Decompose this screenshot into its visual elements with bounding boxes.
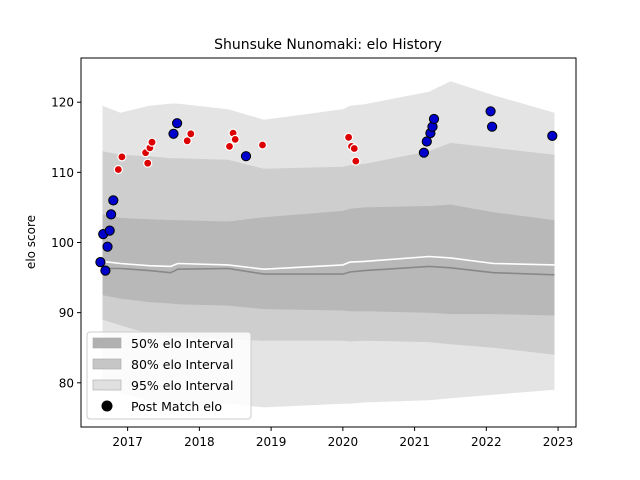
post-match-point-13 [168, 128, 179, 139]
post-match-point-3 [102, 241, 113, 252]
post-match-point-22 [344, 132, 354, 142]
legend-box [86, 331, 252, 420]
legend-label-95: 95% elo Interval [131, 378, 233, 393]
x-tick-label-3: 2020 [328, 435, 359, 449]
y-axis-label: elo score [24, 215, 38, 269]
legend-label-post-match: Post Match elo [131, 399, 222, 414]
x-tick-label-1: 2018 [184, 435, 215, 449]
post-match-point-8 [117, 152, 127, 162]
x-axis: 2017 2018 2019 2020 2021 2022 2023 [112, 427, 573, 449]
legend-swatch-50 [92, 337, 122, 349]
post-match-point-6 [108, 195, 119, 206]
x-tick-label-0: 2017 [112, 435, 143, 449]
post-match-point-10 [143, 158, 153, 168]
post-match-point-0 [95, 257, 106, 268]
legend-swatch-80 [92, 358, 122, 370]
x-tick-label-5: 2022 [471, 435, 502, 449]
post-match-point-33 [547, 130, 558, 141]
plot-area [95, 81, 558, 408]
post-match-point-7 [113, 164, 123, 175]
post-match-point-16 [186, 129, 196, 139]
chart-title: Shunsuke Nunomaki: elo History [214, 37, 442, 53]
post-match-point-30 [428, 113, 440, 125]
legend-swatch-95 [92, 379, 122, 391]
post-match-point-25 [351, 156, 361, 166]
post-match-point-27 [421, 136, 432, 147]
post-match-point-5 [106, 209, 117, 220]
interval-50-band [102, 204, 555, 316]
post-match-point-2 [100, 265, 111, 276]
post-match-point-17 [224, 141, 235, 151]
post-match-point-14 [172, 118, 183, 129]
y-tick-label-2: 100 [51, 236, 74, 250]
x-tick-label-2: 2019 [256, 435, 287, 449]
post-match-point-4 [104, 225, 115, 236]
post-match-point-15 [182, 136, 192, 146]
post-match-point-20 [240, 151, 252, 162]
post-match-point-24 [349, 143, 359, 154]
y-axis: 80 90 100 110 120 [51, 96, 81, 390]
legend-label-50: 50% elo Interval [131, 336, 233, 351]
mean-elo-line [102, 255, 555, 271]
y-tick-label-4: 120 [51, 96, 74, 110]
post-match-point-31 [485, 106, 496, 117]
post-match-point-21 [257, 140, 268, 150]
y-tick-label-0: 80 [59, 376, 74, 390]
legend-swatch-post-match [101, 400, 113, 412]
legend-label-80: 80% elo Interval [131, 357, 233, 372]
post-match-point-26 [418, 147, 429, 158]
legend: 50% elo Interval 80% elo Interval 95% el… [86, 331, 252, 420]
x-tick-label-6: 2023 [543, 435, 574, 449]
post-match-point-32 [487, 121, 498, 132]
y-tick-label-3: 110 [51, 166, 74, 180]
post-match-points [95, 106, 558, 276]
y-tick-label-1: 90 [59, 306, 74, 320]
x-tick-label-4: 2021 [399, 435, 430, 449]
post-match-point-12 [147, 137, 157, 147]
median-elo-line [102, 265, 555, 276]
post-match-point-19 [230, 134, 240, 144]
